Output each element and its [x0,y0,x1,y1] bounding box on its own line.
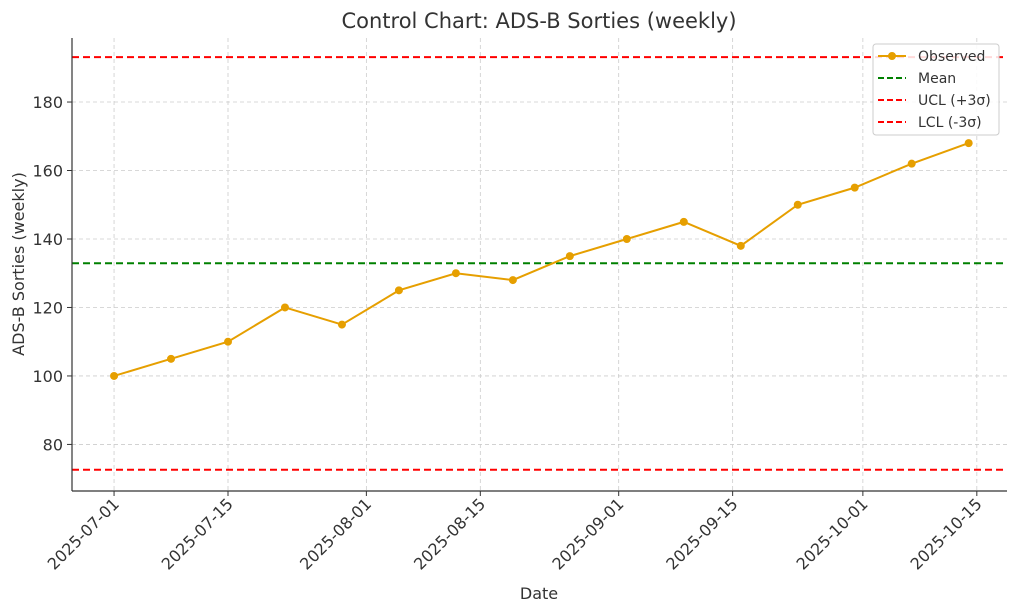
data-point [850,183,859,192]
x-tick-label: 2025-07-01 [44,494,123,573]
y-tick-label: 80 [43,435,63,454]
data-point [793,200,802,209]
data-point [224,337,233,346]
x-tick-label: 2025-09-15 [662,494,741,573]
data-point [622,234,631,243]
chart-title: Control Chart: ADS-B Sorties (weekly) [341,9,736,33]
data-point [907,159,916,168]
legend-label: UCL (+3σ) [918,93,991,109]
grid [72,38,1007,491]
legend-label: LCL (-3σ) [918,115,982,131]
y-tick-label: 120 [32,298,63,317]
data-point [451,269,460,278]
legend-marker [888,52,896,60]
legend-box [872,43,1000,136]
y-tick-label: 160 [32,162,63,181]
series-line [113,142,970,377]
data-point [337,320,346,329]
legend-label: Observed [918,49,985,65]
data-point [964,139,973,148]
reference-lines [72,56,1007,471]
x-tick-label: 2025-09-01 [548,494,627,573]
x-tick-label: 2025-10-15 [906,494,985,573]
y-tick-label: 100 [32,367,63,386]
data-point [736,241,745,250]
x-axis-label: Date [520,584,558,603]
data-point [167,354,176,363]
legend: Observed Mean UCL (+3σ) LCL (-3σ) [872,43,1000,136]
series-observed [110,139,973,380]
y-tick-label: 140 [32,230,63,249]
data-point [508,276,517,285]
x-tick-label: 2025-10-01 [793,494,872,573]
data-point [565,252,574,261]
data-point [394,286,403,295]
y-axis-label: ADS-B Sorties (weekly) [9,172,28,356]
x-tick-label: 2025-08-15 [410,494,489,573]
data-point [679,217,688,226]
legend-label: Mean [918,71,956,87]
data-point [280,303,289,312]
ticks: 80 100 120 140 160 180 2025-07-01 2025-07-15 202… [32,93,985,574]
x-tick-label: 2025-07-15 [158,494,237,573]
y-tick-label: 180 [32,93,63,112]
axes [71,38,1007,492]
x-tick-label: 2025-08-01 [296,494,375,573]
data-point [110,371,119,380]
